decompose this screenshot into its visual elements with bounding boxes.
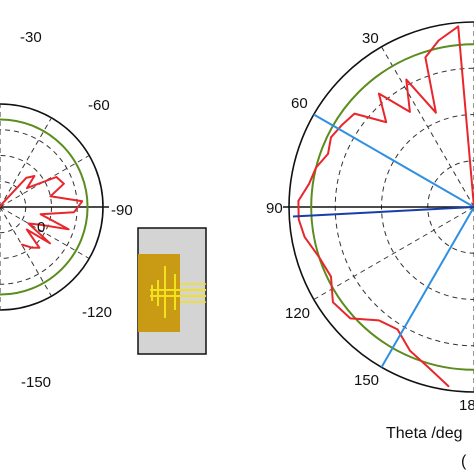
measured-point-8 <box>73 211 75 213</box>
right-angle-label-150: 150 <box>354 372 379 389</box>
measured-point-2 <box>33 175 36 177</box>
measured-point-9 <box>341 124 343 126</box>
measured-point-12 <box>27 222 30 225</box>
measured-point-15 <box>38 247 40 249</box>
right-angle-label-90: 90 <box>266 200 283 217</box>
measured-point-10 <box>330 136 332 138</box>
subfigure-label: ( <box>461 453 467 470</box>
left-polar-grid <box>0 103 109 311</box>
cut-line-1 <box>380 206 474 368</box>
grid-spoke-60 <box>0 117 52 208</box>
measured-point-3 <box>26 187 28 189</box>
measured-point-25 <box>448 385 450 388</box>
measured-pattern-curve <box>0 175 84 249</box>
right-angle-label-60: 60 <box>291 95 308 112</box>
measured-point-0 <box>2 202 4 204</box>
measured-point-7 <box>385 121 387 123</box>
measured-point-2 <box>424 56 427 59</box>
measured-point-6 <box>49 195 51 197</box>
measured-point-11 <box>327 153 329 155</box>
left-angle-label-m30: -30 <box>20 29 42 46</box>
reference-circle <box>0 118 89 296</box>
measured-point-13 <box>308 183 310 185</box>
right-angle-label-30: 30 <box>362 30 379 47</box>
measured-point-7 <box>81 200 83 202</box>
left-angle-label-0: 0 <box>37 219 45 236</box>
measured-point-17 <box>21 243 23 246</box>
antenna-illustration <box>137 227 207 355</box>
grid-spoke-30 <box>0 155 90 208</box>
measured-point-15 <box>298 218 300 220</box>
measured-point-11 <box>38 223 41 226</box>
left-angle-label-m90: -90 <box>111 202 133 219</box>
grid-spoke-300 <box>0 206 52 297</box>
measured-point-13 <box>49 242 51 244</box>
reference-circle <box>310 43 474 371</box>
measured-point-21 <box>378 319 380 321</box>
cut-line-0 <box>313 113 474 208</box>
measured-point-17 <box>318 256 320 258</box>
measured-point-20 <box>349 317 351 320</box>
measured-point-24 <box>427 366 429 368</box>
right-polar-chart: 30 60 90 120 150 18 <box>266 21 474 414</box>
pointer-line-0 <box>292 206 474 218</box>
grid-spoke-120 <box>381 46 474 208</box>
measured-point-0 <box>457 25 459 27</box>
right-polar-series <box>292 25 474 388</box>
theta-axis-caption: Theta /deg <box>386 425 463 442</box>
measured-point-3 <box>435 112 437 114</box>
measured-point-14 <box>26 228 28 231</box>
measured-point-12 <box>315 167 317 169</box>
left-angle-label-m150: -150 <box>21 374 51 391</box>
grid-spoke-330 <box>0 206 90 259</box>
measured-point-6 <box>378 93 380 95</box>
measured-point-22 <box>396 328 399 330</box>
measured-point-4 <box>55 176 57 178</box>
left-polar-series <box>0 118 89 296</box>
left-angle-label-m60: -60 <box>88 97 110 114</box>
measured-point-18 <box>330 276 332 278</box>
measured-point-5 <box>63 183 65 185</box>
measured-point-23 <box>409 350 411 352</box>
measured-point-5 <box>409 111 411 113</box>
measured-point-16 <box>303 236 306 238</box>
right-angle-label-120: 120 <box>285 305 310 322</box>
right-angle-label-180: 18 <box>459 397 474 414</box>
measured-point-1 <box>438 39 440 42</box>
measured-point-9 <box>39 213 42 215</box>
measured-point-16 <box>31 246 33 249</box>
measured-point-8 <box>353 113 356 115</box>
antenna-traces <box>150 266 206 318</box>
grid-spoke-210 <box>313 206 474 300</box>
measured-point-10 <box>67 228 70 230</box>
left-angle-label-m120: -120 <box>82 304 112 321</box>
measured-point-4 <box>405 78 407 81</box>
left-polar-chart: -30 -60 -90 -120 -150 0 <box>0 29 133 391</box>
measured-point-14 <box>297 200 299 202</box>
measured-point-19 <box>332 301 334 303</box>
measured-point-1 <box>25 177 27 179</box>
